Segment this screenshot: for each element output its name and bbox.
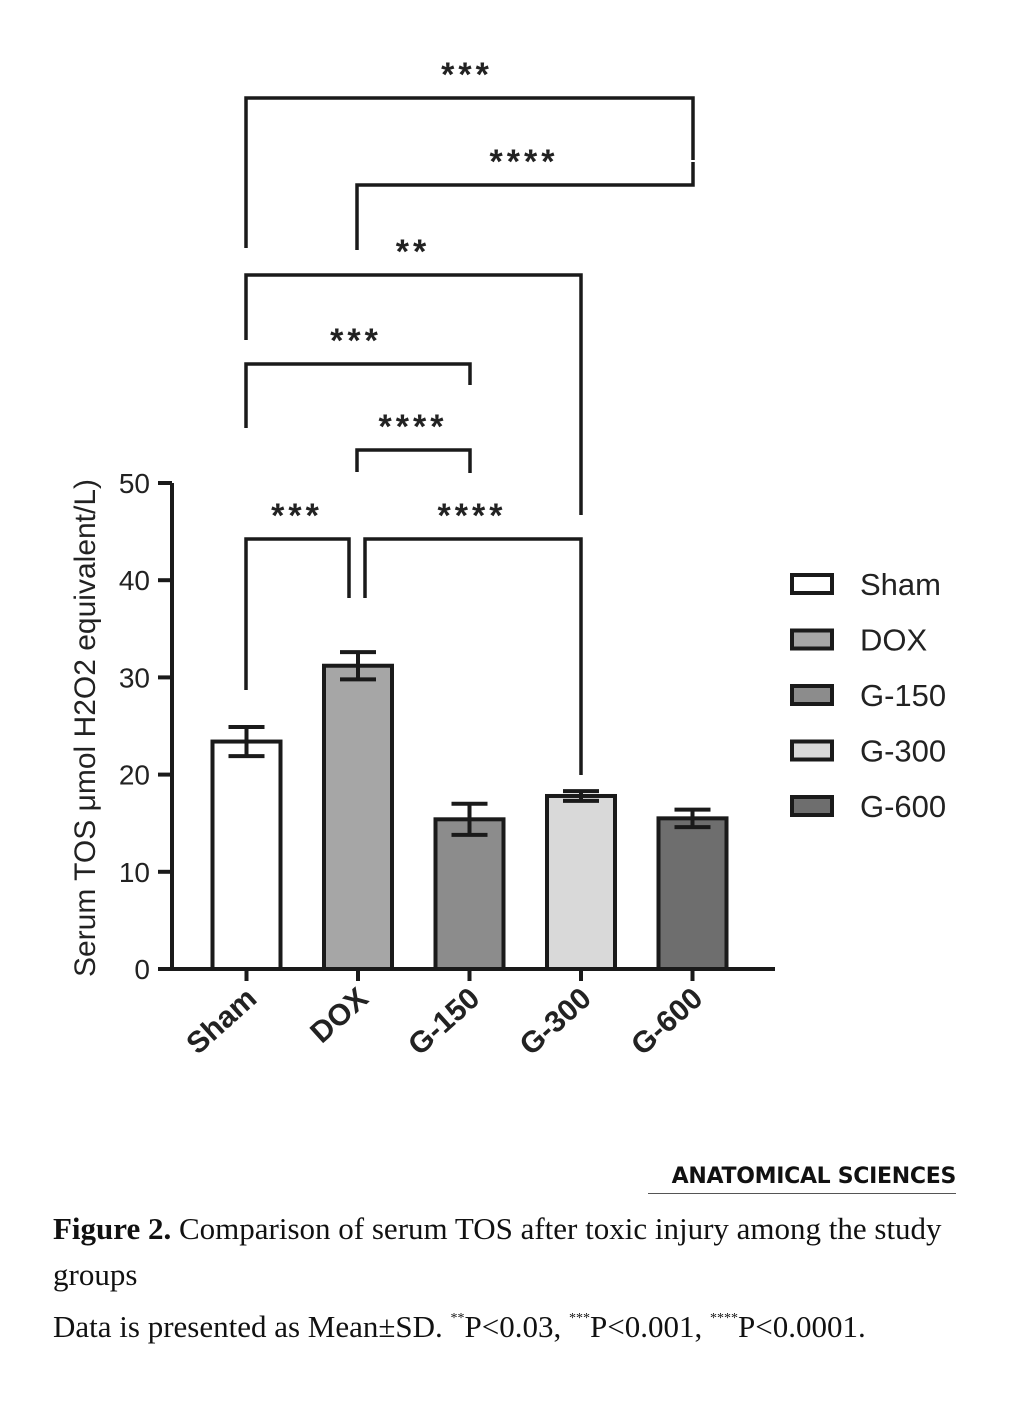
p1-text: P<0.03, [464, 1309, 562, 1344]
x-tick-label-sham: Sham [180, 982, 263, 1061]
x-tick-label-g-300: G-300 [514, 982, 598, 1062]
y-tick-label: 0 [134, 954, 150, 985]
p2-text: P<0.001, [590, 1309, 703, 1344]
legend: Sham DOX G-150 G-300 G-600 [790, 567, 946, 824]
p2-mark: *** [569, 1311, 591, 1326]
bars [210, 650, 729, 972]
legend-label-g-150: G-150 [860, 678, 946, 713]
figure-caption-title: Figure 2. Comparison of serum TOS after … [53, 1206, 956, 1298]
figure-title: Comparison of serum TOS after toxic inju… [53, 1211, 942, 1292]
significance-bracket [355, 162, 695, 250]
p1-mark: ** [450, 1311, 465, 1326]
legend-label-sham: Sham [860, 567, 941, 602]
figure-label: Figure 2. [53, 1211, 172, 1246]
significance-brackets: ******************* **** [244, 56, 695, 775]
x-tick-label-g-150: G-150 [402, 982, 486, 1062]
significance-label: **** [379, 408, 448, 446]
significance-label: *** [330, 322, 382, 360]
x-tick-label-g-600: G-600 [625, 982, 709, 1062]
significance-bracket [244, 96, 695, 248]
y-tick-label: 20 [119, 760, 150, 791]
bar-g-600 [656, 816, 729, 972]
significance-label: *** [441, 56, 493, 94]
legend-swatch-dox [790, 628, 834, 651]
legend-swatch-g-600 [790, 795, 834, 817]
legend-label-g-300: G-300 [860, 734, 946, 769]
y-axis-label: Serum TOS μmol H2O2 equivalent/L) [69, 479, 102, 977]
bar-g-300 [545, 793, 617, 972]
journal-logo: ANATOMICAL SCIENCES [648, 1164, 956, 1194]
y-tick-label: 10 [119, 857, 150, 888]
note-prefix: Data is presented as Mean±SD. [53, 1309, 443, 1344]
legend-swatch-g-150 [790, 684, 834, 706]
significance-bracket [244, 362, 472, 428]
legend-label-g-600: G-600 [860, 789, 946, 824]
significance-bracket [244, 537, 351, 690]
y-tick-label: 40 [119, 565, 150, 596]
bar-dox [322, 663, 394, 972]
legend-swatch-sham [790, 573, 834, 595]
y-tick-label: 50 [119, 468, 150, 499]
y-tick-label: 30 [119, 662, 150, 693]
significance-label: **** [438, 497, 507, 535]
p3-text: P<0.0001. [738, 1309, 866, 1344]
x-tick-label-dox: DOX [304, 982, 374, 1050]
significance-label: **** [490, 143, 559, 181]
figure-caption-note: Data is presented as Mean±SD. **P<0.03, … [53, 1304, 956, 1350]
significance-bracket [244, 273, 583, 515]
bar-sham [210, 739, 283, 971]
p3-mark: **** [710, 1311, 738, 1326]
significance-bracket [363, 537, 583, 775]
bar-g-150 [433, 817, 506, 972]
significance-label: *** [271, 497, 323, 535]
legend-label-dox: DOX [860, 623, 928, 658]
significance-label: ** [396, 233, 430, 271]
legend-swatch-g-300 [790, 739, 834, 762]
significance-bracket [355, 448, 472, 473]
